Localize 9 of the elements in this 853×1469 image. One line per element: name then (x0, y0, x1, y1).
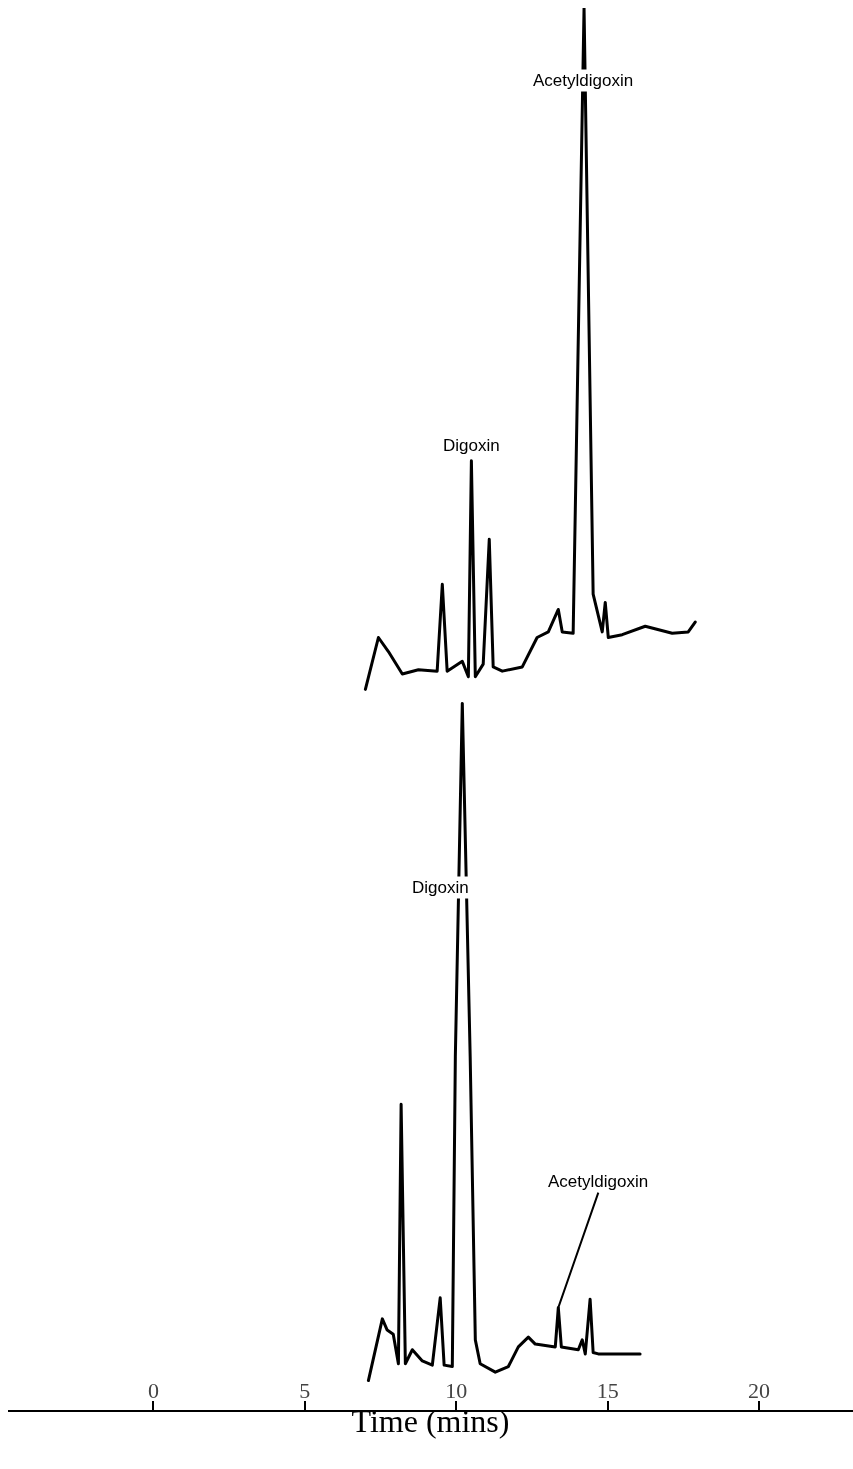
x-tick-label: 10 (445, 1378, 468, 1403)
annotation: Digoxin (412, 878, 469, 897)
annotation: Acetyldigoxin (533, 71, 634, 90)
annotation: Acetyldigoxin (548, 1172, 649, 1191)
x-tick-label: 20 (748, 1378, 771, 1403)
annotation: Digoxin (443, 436, 500, 455)
x-tick-label: 15 (596, 1378, 619, 1403)
x-tick-label: 5 (299, 1378, 311, 1403)
x-tick-label: 0 (147, 1378, 159, 1403)
